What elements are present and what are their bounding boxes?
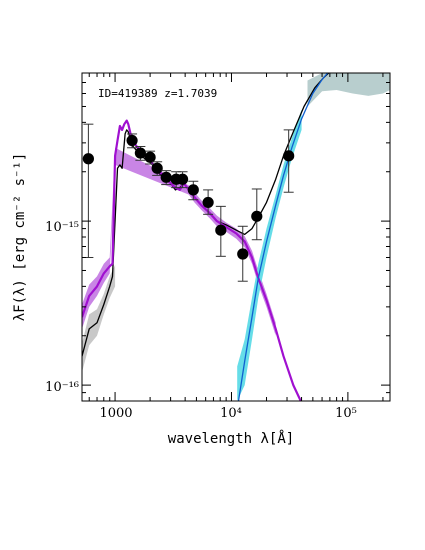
photometry-point bbox=[187, 184, 199, 196]
photometry-point bbox=[283, 150, 295, 162]
dust-model-band bbox=[237, 109, 302, 401]
photometry-point bbox=[151, 162, 163, 174]
dust-hot-band bbox=[307, 73, 390, 107]
y-axis-title: λF(λ) [erg cm⁻² s⁻¹] bbox=[12, 153, 28, 322]
photometry-point bbox=[82, 153, 94, 165]
photometry-point bbox=[251, 210, 263, 222]
object-annotation: ID=419389 z=1.7039 bbox=[98, 87, 217, 100]
photometry-point bbox=[144, 151, 156, 163]
photometry-point bbox=[134, 147, 146, 159]
axis-ticks bbox=[82, 72, 390, 402]
photometry-point bbox=[176, 173, 189, 185]
stellar-model-line bbox=[82, 119, 302, 401]
x-axis-title: wavelength λ[Å] bbox=[168, 430, 294, 447]
photometry-point bbox=[126, 134, 138, 147]
y-tick-label: 10⁻¹⁵ bbox=[45, 220, 79, 235]
photometry-point bbox=[237, 248, 249, 260]
photometry-points bbox=[82, 123, 295, 282]
photometry-point bbox=[160, 171, 172, 183]
x-tick-labels: 1000 10⁴ 10⁵ bbox=[99, 406, 356, 421]
x-tick-label: 10⁵ bbox=[335, 406, 357, 421]
y-tick-label: 10⁻¹⁶ bbox=[45, 380, 79, 395]
photometry-point bbox=[202, 196, 214, 209]
x-tick-label: 1000 bbox=[99, 406, 132, 421]
model-curves bbox=[82, 73, 330, 401]
dust-model-line bbox=[237, 73, 329, 401]
x-tick-label: 10⁴ bbox=[220, 406, 242, 421]
photometry-point bbox=[215, 224, 227, 236]
stellar-model-band bbox=[82, 147, 276, 336]
y-tick-labels: 10⁻¹⁶ 10⁻¹⁵ bbox=[45, 220, 79, 395]
